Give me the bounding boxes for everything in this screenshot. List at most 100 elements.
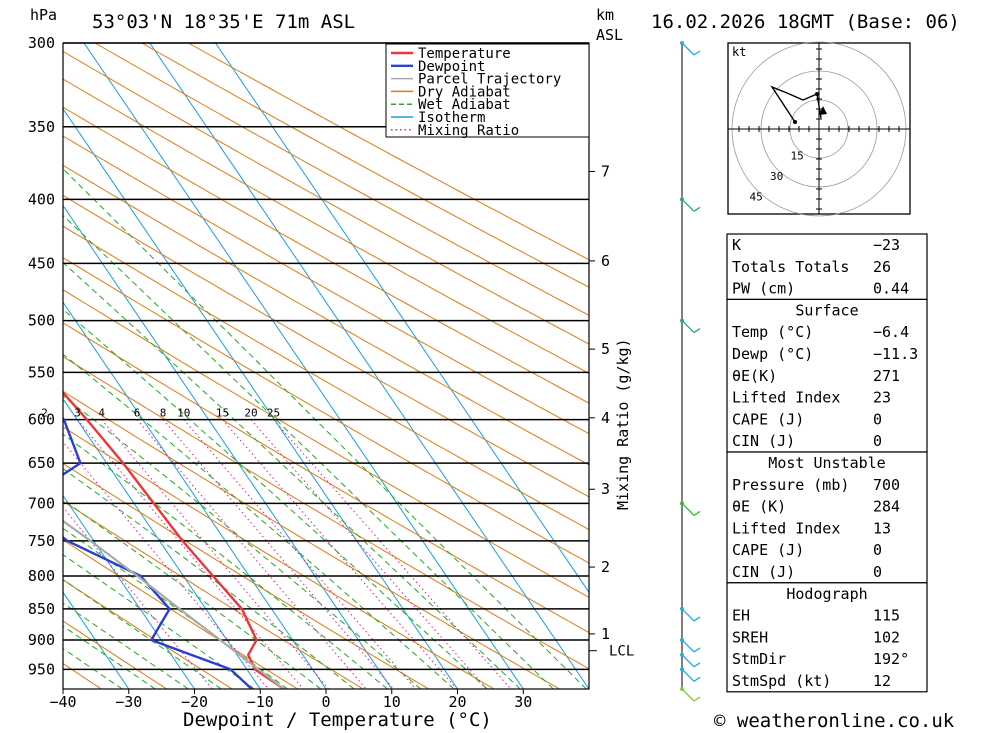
mixing-ratio-label: 15 [216, 407, 229, 420]
pressure-tick-label: 750 [28, 532, 55, 550]
isotherm-line [83, 43, 524, 689]
pressure-tick-label: 350 [28, 118, 55, 136]
wind-barb-staff [681, 654, 695, 668]
wet-adiabat-line [63, 554, 255, 689]
pressure-tick-label: 500 [28, 312, 55, 330]
mixing-ratio-line [162, 419, 394, 689]
mixing-ratio-line [222, 419, 458, 689]
wind-barb-staff [681, 688, 695, 702]
wind-barb-flag [693, 662, 701, 668]
index-value: −11.3 [873, 345, 918, 363]
dewpoint-line [63, 416, 253, 689]
index-value: 0 [873, 410, 882, 428]
wind-barb-flag [693, 676, 701, 682]
date-label: 16.02.2026 18GMT (Base: 06) [651, 11, 960, 33]
dry-adiabat-line [63, 579, 233, 689]
x-tick-label: 0 [321, 693, 330, 711]
index-label: θE (K) [732, 498, 786, 516]
most-unstable-indices-title: Most Unstable [768, 454, 885, 472]
dry-adiabat-line [63, 106, 589, 404]
pressure-tick-label: 600 [28, 411, 55, 429]
wet-adiabat-line [63, 308, 488, 689]
wind-barb-flag [693, 206, 701, 212]
lcl-label: LCL [609, 644, 634, 660]
x-tick-label: −40 [49, 693, 76, 711]
mixing-ratio-line [250, 419, 488, 689]
index-value: 0 [873, 541, 882, 559]
km-tick-label: 4 [601, 409, 610, 427]
pressure-tick-label: 550 [28, 363, 55, 381]
hodograph: kt 15 30 45 [727, 41, 911, 217]
legend-label: Isotherm [418, 110, 485, 126]
hodograph-indices-title: Hodograph [786, 585, 867, 603]
index-value: 192° [873, 650, 909, 668]
index-value: 271 [873, 367, 900, 385]
pressure-tick-label: 400 [28, 190, 55, 208]
isotherm-line [63, 107, 458, 689]
index-label: StmDir [732, 650, 786, 668]
wind-barb-staff [681, 502, 695, 516]
indices-table: K −23 Totals Totals 26 PW (cm) 0.44 Surface Tem… [726, 233, 928, 693]
index-value: −6.4 [873, 323, 909, 341]
mixing-ratio-line [101, 419, 330, 689]
axis-labels: 1234681015202530035040045050055060065070… [28, 34, 634, 711]
pressure-tick-label: 300 [28, 34, 55, 52]
wind-barb-flag [693, 696, 701, 702]
hodograph-point [793, 120, 797, 124]
mixing-ratio-label: 6 [134, 407, 141, 420]
dry-adiabat-line [63, 135, 589, 435]
pressure-tick-label: 900 [28, 631, 55, 649]
isotherm-line [63, 204, 393, 689]
dry-adiabat-line [63, 50, 589, 345]
isotherm-line [215, 43, 589, 594]
hodograph-axes [728, 43, 910, 214]
chart-title: 53°03'N 18°35'E 71m ASL [92, 11, 355, 33]
index-label: CIN (J) [732, 432, 795, 450]
km-tick-label: 5 [601, 340, 610, 358]
profile-series [63, 390, 285, 689]
dry-adiabat-line [63, 225, 589, 531]
wet-adiabat-line [63, 168, 587, 689]
index-value: 284 [873, 498, 900, 516]
dry-adiabat-line [188, 43, 589, 261]
dry-adiabat-line [63, 78, 589, 374]
storm-motion-arrow [819, 106, 827, 115]
wind-barb-flag [693, 50, 701, 56]
wind-barb-staff [681, 639, 695, 653]
mixing-ratio-line [77, 419, 304, 689]
hodograph-ring-label: 30 [770, 170, 783, 183]
dry-adiabat-line [63, 322, 589, 634]
wind-barb-staff [681, 320, 695, 334]
mixing-ratio-label: 3 [74, 407, 81, 420]
hodograph-ring-label: 45 [749, 191, 762, 204]
index-label: K [732, 236, 741, 254]
index-label: Lifted Index [732, 519, 840, 537]
mixing-ratio-axis-title: Mixing Ratio (g/kg) [614, 338, 632, 510]
temperature-line [63, 390, 285, 689]
wind-barb-flag [693, 647, 701, 653]
hodograph-point [815, 92, 819, 96]
hodograph-indices-box [726, 582, 928, 693]
dry-adiabat-line [63, 500, 364, 689]
dry-adiabat-line [63, 620, 167, 689]
wind-barb-staff [681, 608, 695, 622]
index-label: θE(K) [732, 367, 777, 385]
index-value: 115 [873, 607, 900, 625]
most-unstable-indices-box [726, 451, 928, 584]
km-tick-label: 2 [601, 558, 610, 576]
index-label: StmSpd (kt) [732, 672, 831, 690]
dry-adiabat-line [63, 539, 298, 689]
legend-label: Mixing Ratio [418, 123, 519, 139]
index-value: 13 [873, 519, 891, 537]
dry-adiabat-line [94, 43, 589, 316]
index-value: 700 [873, 476, 900, 494]
wind-barb-flag [693, 616, 701, 622]
hodograph-ring-label: 15 [790, 150, 803, 163]
asl-unit-label: ASL [596, 26, 623, 44]
dry-adiabat-line [63, 194, 589, 498]
wet-adiabat-line [63, 395, 422, 689]
wind-barb-flag [693, 510, 701, 516]
index-label: EH [732, 607, 750, 625]
index-label: Lifted Index [732, 389, 840, 407]
index-value: 26 [873, 258, 891, 276]
